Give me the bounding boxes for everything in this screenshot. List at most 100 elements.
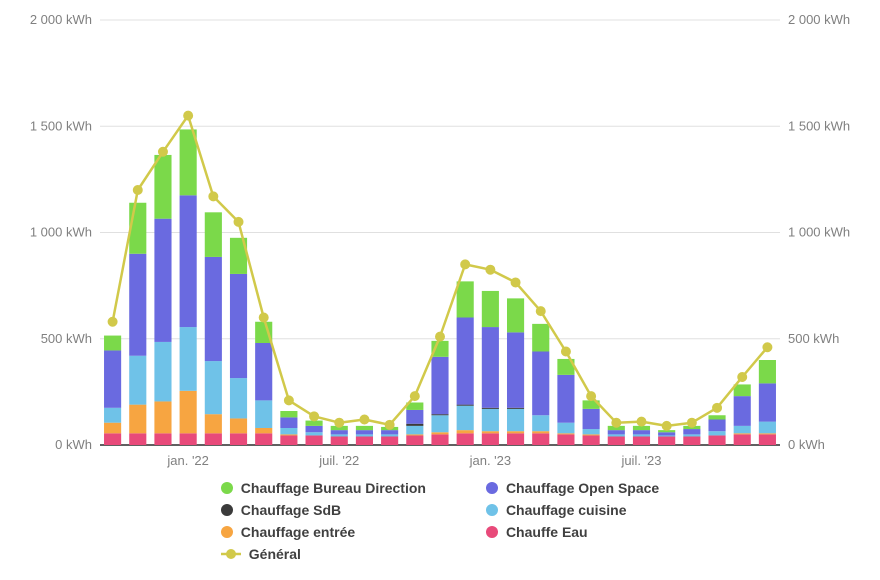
bar-segment bbox=[633, 430, 650, 434]
legend-item: Chauffe Eau bbox=[486, 524, 659, 540]
legend-label: Chauffage cuisine bbox=[506, 502, 627, 518]
svg-text:2 000 kWh: 2 000 kWh bbox=[788, 12, 850, 27]
general-line-marker bbox=[209, 192, 218, 201]
bar-segment bbox=[583, 429, 600, 434]
legend-item: Chauffage cuisine bbox=[486, 502, 659, 518]
bar-segment bbox=[230, 418, 247, 433]
bar-segment bbox=[306, 426, 323, 432]
bar-segment bbox=[507, 433, 524, 445]
general-line-marker bbox=[133, 186, 142, 195]
bar-segment bbox=[683, 437, 700, 446]
legend-swatch bbox=[486, 526, 498, 538]
general-line-marker bbox=[561, 347, 570, 356]
bar-segment bbox=[104, 423, 121, 434]
bar-segment bbox=[280, 428, 297, 434]
bar-segment bbox=[608, 437, 625, 446]
legend-item: Chauffage entrée bbox=[221, 524, 426, 540]
energy-chart: 0 kWh0 kWh500 kWh500 kWh1 000 kWh1 000 k… bbox=[0, 0, 880, 580]
bar-segment bbox=[683, 434, 700, 436]
bar-segment bbox=[129, 356, 146, 405]
svg-text:500 kWh: 500 kWh bbox=[41, 331, 92, 346]
bar-segment bbox=[457, 433, 474, 445]
bar-segment bbox=[356, 426, 373, 430]
bar-segment bbox=[406, 435, 423, 445]
legend-swatch bbox=[486, 504, 498, 516]
bar-segment bbox=[280, 435, 297, 445]
legend-item: Chauffage SdB bbox=[221, 502, 426, 518]
legend-swatch bbox=[221, 526, 233, 538]
bar-segment bbox=[306, 435, 323, 445]
bar-segment bbox=[280, 411, 297, 417]
bar-segment bbox=[557, 423, 574, 434]
bar-segment bbox=[154, 433, 171, 445]
svg-text:1 500 kWh: 1 500 kWh bbox=[788, 118, 850, 133]
legend-label: Chauffe Eau bbox=[506, 524, 588, 540]
bar-segment bbox=[180, 129, 197, 195]
bar-segment bbox=[331, 434, 348, 436]
bar-segment bbox=[482, 291, 499, 327]
bar-segment bbox=[658, 435, 675, 436]
general-line-marker bbox=[158, 147, 167, 156]
legend-item: Général bbox=[221, 546, 426, 562]
bar-segment bbox=[104, 408, 121, 423]
bar-segment bbox=[306, 432, 323, 435]
bar-segment bbox=[759, 433, 776, 434]
general-line-marker bbox=[612, 418, 621, 427]
general-line-marker bbox=[511, 278, 520, 287]
bar-segment bbox=[482, 409, 499, 431]
bar-segment bbox=[457, 281, 474, 317]
general-line-marker bbox=[713, 403, 722, 412]
bar-segment bbox=[331, 430, 348, 434]
bar-segment bbox=[608, 434, 625, 436]
bar-segment bbox=[759, 360, 776, 383]
legend-swatch bbox=[221, 547, 241, 561]
legend-item: Chauffage Bureau Direction bbox=[221, 480, 426, 496]
bar-segment bbox=[532, 433, 549, 445]
bar-segment bbox=[557, 434, 574, 445]
bar-segment bbox=[532, 324, 549, 352]
general-line-marker bbox=[587, 392, 596, 401]
bar-segment bbox=[205, 257, 222, 361]
bar-segment bbox=[708, 431, 725, 435]
bar-segment bbox=[104, 433, 121, 445]
bar-segment bbox=[532, 415, 549, 431]
general-line-marker bbox=[360, 415, 369, 424]
bar-segment bbox=[482, 327, 499, 408]
x-axis-label: jan. '23 bbox=[469, 453, 512, 468]
bar-segment bbox=[482, 408, 499, 409]
bar-segment bbox=[482, 433, 499, 445]
bar-segment bbox=[708, 420, 725, 432]
bar-segment bbox=[759, 422, 776, 434]
legend-swatch bbox=[221, 482, 233, 494]
bar-segment bbox=[280, 434, 297, 435]
bar-segment bbox=[255, 343, 272, 400]
bar-segment bbox=[708, 415, 725, 419]
bar-segment bbox=[658, 432, 675, 435]
bar-segment bbox=[180, 195, 197, 327]
bar-segment bbox=[507, 332, 524, 407]
general-line-marker bbox=[486, 265, 495, 274]
bar-segment bbox=[457, 318, 474, 405]
bar-segment bbox=[306, 421, 323, 426]
bar-segment bbox=[406, 410, 423, 424]
bar-segment bbox=[406, 426, 423, 435]
general-line-marker bbox=[763, 343, 772, 352]
bar-segment bbox=[532, 431, 549, 433]
bar-segment bbox=[230, 433, 247, 445]
legend-label: Chauffage entrée bbox=[241, 524, 355, 540]
bar-segment bbox=[507, 431, 524, 433]
general-line-marker bbox=[335, 418, 344, 427]
general-line-marker bbox=[108, 317, 117, 326]
bar-segment bbox=[608, 430, 625, 434]
bar-segment bbox=[154, 342, 171, 402]
general-line-marker bbox=[687, 418, 696, 427]
bar-segment bbox=[255, 400, 272, 428]
bar-segment bbox=[381, 434, 398, 436]
bar-segment bbox=[180, 391, 197, 434]
bar-segment bbox=[154, 219, 171, 342]
bar-segment bbox=[406, 424, 423, 426]
legend-label: Général bbox=[249, 546, 301, 562]
bar-segment bbox=[129, 203, 146, 254]
svg-text:0 kWh: 0 kWh bbox=[55, 437, 92, 452]
bar-segment bbox=[129, 254, 146, 356]
